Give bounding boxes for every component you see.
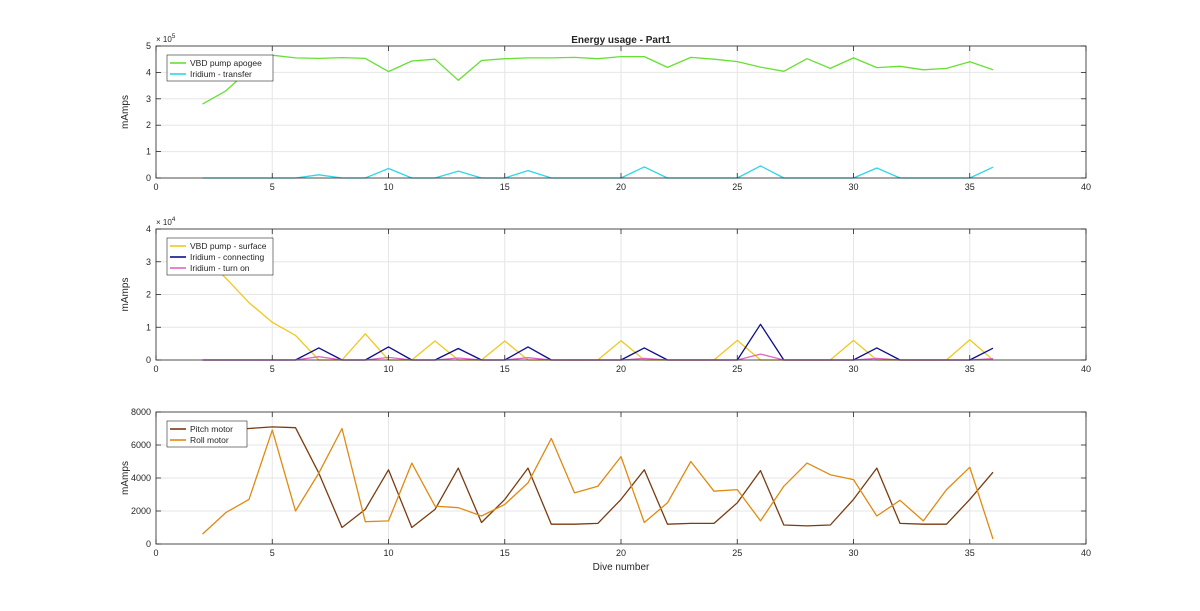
x-tick-label: 5: [270, 182, 275, 192]
x-tick-label: 20: [616, 364, 626, 374]
x-tick-label: 35: [965, 364, 975, 374]
y-tick-label: 1: [146, 322, 151, 332]
x-tick-label: 40: [1081, 548, 1091, 558]
x-axis-label: Dive number: [593, 562, 650, 573]
x-tick-label: 0: [153, 182, 158, 192]
y-axis-label: mAmps: [120, 278, 131, 312]
y-tick-label: 2: [146, 120, 151, 130]
series-line-roll-motor: [202, 427, 994, 540]
x-tick-label: 30: [848, 182, 858, 192]
y-tick-label: 0: [146, 355, 151, 365]
legend-label: Roll motor: [190, 435, 229, 445]
y-tick-label: 4: [146, 224, 151, 234]
x-tick-label: 40: [1081, 182, 1091, 192]
x-tick-label: 40: [1081, 364, 1091, 374]
series-line-iridium-connecting: [202, 323, 994, 361]
x-tick-label: 0: [153, 364, 158, 374]
x-tick-label: 35: [965, 182, 975, 192]
y-tick-label: 2000: [131, 506, 151, 516]
y-axis-label: mAmps: [120, 461, 131, 495]
y-tick-label: 3: [146, 257, 151, 267]
y-tick-label: 4: [146, 67, 151, 77]
x-tick-label: 20: [616, 548, 626, 558]
y-tick-label: 6000: [131, 440, 151, 450]
x-tick-label: 10: [383, 548, 393, 558]
x-tick-label: 25: [732, 182, 742, 192]
x-tick-label: 10: [383, 182, 393, 192]
legend-box: [166, 54, 274, 82]
x-tick-label: 15: [500, 548, 510, 558]
y-tick-label: 0: [146, 539, 151, 549]
y-tick-label: 3: [146, 94, 151, 104]
x-tick-label: 0: [153, 548, 158, 558]
y-exponent-label: × 105: [156, 33, 176, 44]
x-tick-label: 35: [965, 548, 975, 558]
series-line-vbd-pump-apogee: [202, 54, 994, 105]
y-tick-label: 0: [146, 173, 151, 183]
x-tick-label: 25: [732, 364, 742, 374]
x-tick-label: 5: [270, 364, 275, 374]
x-tick-label: 5: [270, 548, 275, 558]
x-tick-label: 20: [616, 182, 626, 192]
series-line-iridium-turn-on: [202, 353, 994, 361]
y-tick-label: 1: [146, 147, 151, 157]
y-tick-label: 2: [146, 290, 151, 300]
x-tick-label: 30: [848, 364, 858, 374]
subplot-vbd-apogee-iridium-transfer: 0 5 10 15 20 25 30 35 40 0 1 2 3 4 5 × 105 mAmps VBD pump…: [120, 33, 1091, 192]
legend-label: Iridium - turn on: [190, 263, 250, 273]
x-tick-label: 10: [383, 364, 393, 374]
y-tick-label: 4000: [131, 473, 151, 483]
series-line-pitch-motor: [202, 426, 994, 529]
legend-label: Iridium - connecting: [190, 252, 264, 262]
x-tick-label: 15: [500, 182, 510, 192]
y-tick-label: 8000: [131, 407, 151, 417]
legend-box: [166, 420, 248, 448]
legend-label: VBD pump - surface: [190, 241, 267, 251]
x-tick-label: 30: [848, 548, 858, 558]
subplot-vbd-surface-iridium: 0 5 10 15 20 25 30 35 40 0 1 2 3 4 × 104 mAmps VBD pump …: [120, 216, 1091, 374]
x-tick-label: 25: [732, 548, 742, 558]
y-axis-label: mAmps: [120, 95, 131, 129]
y-tick-label: 5: [146, 41, 151, 51]
legend-label: Iridium - transfer: [190, 69, 252, 79]
legend-label: Pitch motor: [190, 424, 233, 434]
series-line-iridium-transfer: [202, 165, 994, 179]
figure-title: Energy usage - Part1: [571, 35, 671, 46]
x-tick-label: 15: [500, 364, 510, 374]
subplot-pitch-roll-motor: 0 5 10 15 20 25 30 35 40 0 2000 4000 6000 8000 mAmps Pi…: [120, 407, 1091, 558]
series-line-vbd-pump-surface: [202, 254, 994, 361]
y-exponent-label: × 104: [156, 216, 176, 227]
legend-label: VBD pump apogee: [190, 58, 262, 68]
